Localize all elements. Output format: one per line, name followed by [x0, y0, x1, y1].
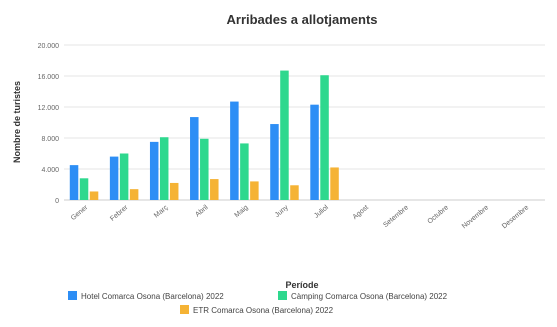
x-tick-label: Juny [274, 204, 290, 219]
y-axis-title: Nombre de turistes [12, 81, 22, 163]
x-tick-labels: Gener Febrer Març Abril Maig Juny Juliol Agost S… [70, 204, 530, 231]
bar-series-1 [190, 117, 199, 200]
legend-swatch [180, 305, 189, 314]
bar-series-2 [119, 153, 129, 200]
x-tick-label: Agost [352, 204, 370, 221]
y-tick-label: 8.000 [41, 136, 59, 143]
bars-layer [69, 70, 339, 200]
bar-series-1 [149, 141, 159, 200]
y-tick-label: 4.000 [41, 167, 59, 174]
bar-series-2 [240, 143, 249, 200]
y-tick-label: 20.000 [38, 43, 60, 50]
bar-series-3 [210, 179, 219, 200]
x-tick-label: Desembre [501, 204, 530, 230]
bar-series-1 [310, 104, 319, 200]
legend-swatch [278, 291, 287, 300]
bar-series-3 [330, 167, 339, 200]
y-tick-label: 16.000 [38, 74, 60, 81]
bar-series-3 [290, 185, 299, 200]
bar-series-1 [270, 124, 279, 200]
bar-series-2 [320, 75, 329, 200]
bar-series-2 [280, 70, 289, 200]
chart-title: Arribades a allotjaments [227, 12, 378, 27]
bar-series-3 [89, 191, 99, 200]
x-tick-label: Setembre [382, 204, 410, 229]
x-tick-label: Maig [234, 204, 250, 219]
bar-series-1 [109, 156, 119, 200]
legend-label: Càmping Comarca Osona (Barcelona) 2022 [291, 292, 448, 301]
bar-series-2 [200, 138, 209, 200]
bar-series-3 [169, 182, 179, 200]
x-tick-label: Octubre [426, 204, 450, 225]
legend-swatch [68, 291, 77, 300]
legend: Hotel Comarca Osona (Barcelona) 2022 Càmp… [68, 291, 448, 315]
x-tick-label: Abril [194, 204, 210, 219]
grid-layer: 0 4.000 8.000 12.000 16.000 20.000 [38, 43, 545, 205]
legend-label: ETR Comarca Osona (Barcelona) 2022 [193, 306, 334, 315]
x-tick-label: Gener [70, 204, 90, 222]
x-tick-label: Novembre [461, 204, 490, 230]
bar-series-1 [230, 101, 239, 200]
y-tick-label: 0 [55, 198, 59, 205]
x-tick-label: Febrer [109, 204, 130, 223]
bar-series-2 [79, 178, 89, 200]
bar-series-3 [129, 189, 139, 200]
y-tick-label: 12.000 [38, 105, 60, 112]
bar-series-1 [69, 165, 79, 200]
bar-series-3 [250, 181, 259, 200]
x-axis-title: Període [285, 280, 318, 290]
x-tick-label: Juliol [313, 204, 330, 220]
bar-series-2 [159, 137, 169, 200]
x-tick-label: Març [153, 204, 170, 220]
legend-label: Hotel Comarca Osona (Barcelona) 2022 [81, 292, 224, 301]
